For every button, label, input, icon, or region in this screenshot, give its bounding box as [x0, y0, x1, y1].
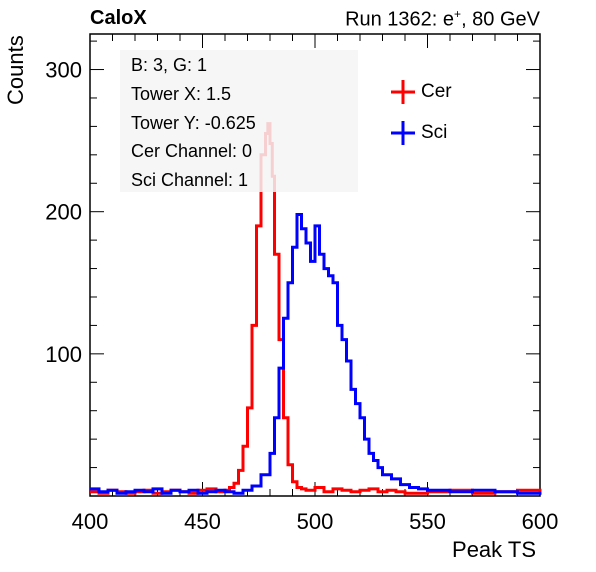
legend-label-sci: Sci	[421, 122, 448, 143]
axis-ticks: 400 450 500 550 600 100 200 300	[45, 34, 558, 534]
x-axis-label: Peak TS	[452, 537, 536, 562]
run-label: Run 1362: e+, 80 GeV	[345, 7, 540, 31]
y-tick-label: 200	[45, 200, 82, 225]
info-box	[120, 50, 358, 192]
info-sci-channel: Sci Channel: 1	[131, 170, 249, 190]
series-line-sci	[90, 213, 542, 495]
x-tick-label: 550	[409, 509, 446, 534]
info-board-gain: B: 3, G: 1	[131, 55, 208, 75]
x-tick-label: 500	[297, 509, 334, 534]
experiment-label: CaloX	[90, 7, 147, 29]
x-tick-label: 600	[522, 509, 559, 534]
y-tick-label: 300	[45, 58, 82, 83]
legend-label-cer: Cer	[421, 81, 452, 102]
legend-markers	[391, 80, 415, 145]
x-tick-label: 450	[184, 509, 221, 534]
x-tick-label: 400	[72, 509, 109, 534]
info-tower-y: Tower Y: -0.625	[131, 113, 256, 133]
info-cer-channel: Cer Channel: 0	[131, 141, 253, 161]
info-tower-x: Tower X: 1.5	[131, 84, 232, 104]
y-axis-label: Counts	[3, 35, 28, 105]
y-tick-label: 100	[45, 342, 82, 367]
